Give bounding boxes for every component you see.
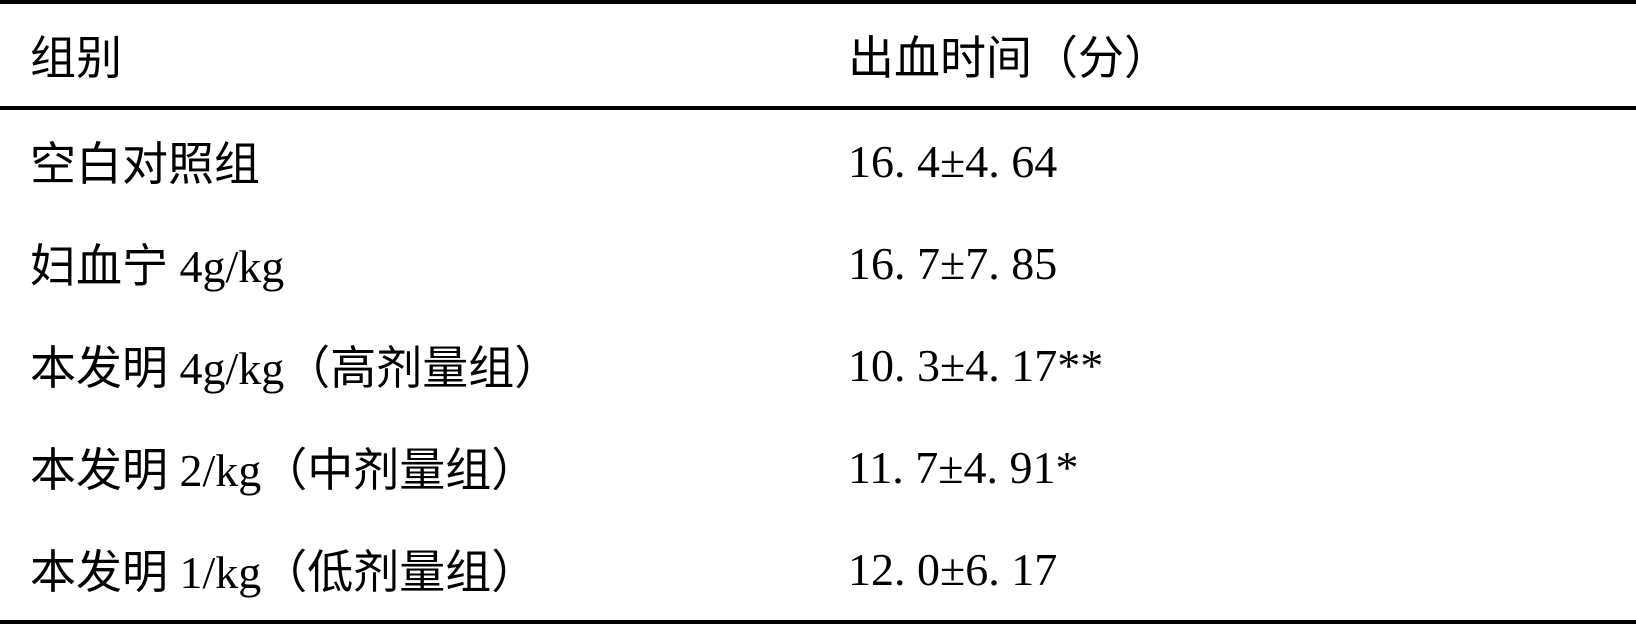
cell-group: 空白对照组 (0, 108, 818, 212)
cell-value: 16. 7±7. 85 (818, 212, 1636, 314)
table-header-row: 组别 出血时间（分） (0, 2, 1636, 108)
cell-group: 本发明 1/kg（低剂量组） (0, 518, 818, 622)
cell-group: 本发明 4g/kg（高剂量组） (0, 314, 818, 416)
table-row: 本发明 4g/kg（高剂量组） 10. 3±4. 17** (0, 314, 1636, 416)
cell-group: 本发明 2/kg（中剂量组） (0, 416, 818, 518)
table-row: 本发明 1/kg（低剂量组） 12. 0±6. 17 (0, 518, 1636, 622)
cell-value: 16. 4±4. 64 (818, 108, 1636, 212)
cell-group: 妇血宁 4g/kg (0, 212, 818, 314)
header-group: 组别 (0, 2, 818, 108)
table-row: 空白对照组 16. 4±4. 64 (0, 108, 1636, 212)
cell-value: 10. 3±4. 17** (818, 314, 1636, 416)
bleeding-time-table: 组别 出血时间（分） 空白对照组 16. 4±4. 64 妇血宁 4g/kg 1… (0, 0, 1636, 624)
table-row: 本发明 2/kg（中剂量组） 11. 7±4. 91* (0, 416, 1636, 518)
header-value: 出血时间（分） (818, 2, 1636, 108)
cell-value: 11. 7±4. 91* (818, 416, 1636, 518)
table-row: 妇血宁 4g/kg 16. 7±7. 85 (0, 212, 1636, 314)
cell-value: 12. 0±6. 17 (818, 518, 1636, 622)
